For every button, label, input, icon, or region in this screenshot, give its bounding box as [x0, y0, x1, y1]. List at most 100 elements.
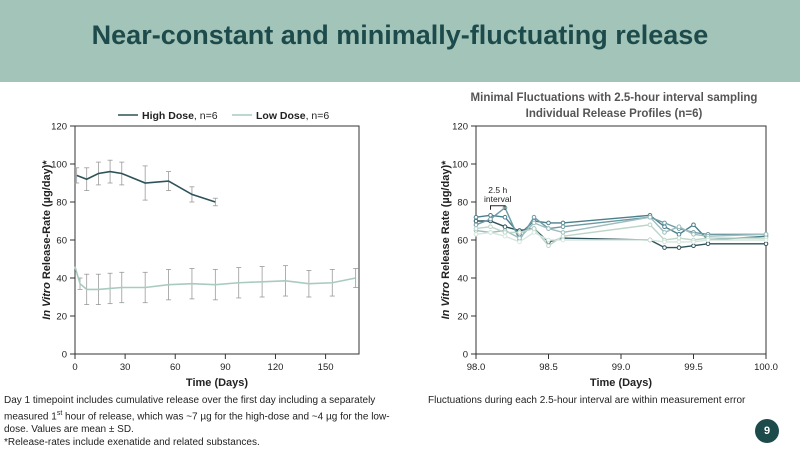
left-series-layer	[74, 159, 359, 306]
data-point	[488, 230, 493, 235]
x-tick-label: 100.0	[754, 362, 778, 373]
data-point	[517, 239, 522, 245]
data-point	[676, 245, 682, 250]
series-line	[74, 266, 356, 291]
data-point	[531, 230, 537, 235]
x-tick-label: 99.5	[684, 362, 703, 373]
series-high-dose	[74, 159, 218, 207]
x-tick-label: 120	[268, 362, 284, 373]
right-chart-subtitle: Individual Release Profiles (n=6)	[526, 108, 703, 120]
interval-annotation: 2.5 h interval	[484, 185, 512, 210]
data-point	[517, 235, 522, 241]
data-point	[676, 239, 682, 245]
header-banner: Near-constant and minimally-fluctuating …	[0, 0, 800, 82]
x-tick-label: 60	[170, 362, 181, 373]
data-point	[676, 235, 682, 241]
right-chart-title: Minimal Fluctuations with 2.5-hour inter…	[471, 92, 758, 104]
profile-4	[473, 214, 769, 241]
data-point	[560, 233, 566, 239]
y-tick-label: 100	[51, 160, 67, 171]
data-point	[662, 220, 667, 226]
y-tick-label: 60	[56, 236, 67, 247]
data-point	[662, 239, 667, 245]
right-y-axis: 0 20 40 60 80 100 120	[452, 122, 476, 361]
data-point	[531, 214, 537, 220]
annotation-bracket	[490, 205, 506, 210]
y-tick-label: 20	[56, 312, 67, 323]
data-point	[763, 237, 769, 243]
left-plot-frame	[74, 125, 360, 355]
page-number-badge: 9	[755, 419, 779, 443]
data-point	[546, 243, 551, 248]
data-point	[546, 220, 551, 226]
charts-area: 0 20 40 60 80 100 120 0 30 60 90 120 150 High Dose,…	[41, 92, 778, 389]
x-tick-label: 0	[72, 362, 77, 373]
data-point	[560, 224, 566, 229]
data-point	[473, 232, 479, 237]
data-point	[676, 224, 682, 229]
legend-item-high-dose: High Dose, n=6	[142, 110, 218, 122]
data-point	[662, 224, 667, 229]
profile-6	[473, 230, 769, 245]
data-point	[705, 241, 711, 247]
data-point	[691, 232, 696, 237]
left-x-axis-label: Time (Days)	[186, 377, 248, 389]
legend-item-low-dose: Low Dose, n=6	[256, 110, 329, 122]
data-point	[531, 220, 537, 226]
series-low-dose	[74, 265, 359, 306]
left-y-axis: 0 20 40 60 80 100 120	[51, 122, 75, 361]
data-point	[488, 224, 493, 229]
y-tick-label: 0	[463, 350, 468, 361]
x-tick-label: 98.5	[539, 362, 558, 373]
y-tick-label: 100	[452, 160, 468, 171]
annotation-text-line2: interval	[484, 194, 512, 204]
data-point	[763, 241, 769, 247]
data-point	[662, 245, 667, 250]
data-point	[691, 222, 696, 228]
x-tick-label: 30	[120, 362, 131, 373]
y-tick-label: 40	[457, 274, 468, 285]
right-x-axis: 98.0 98.5 99.0 99.5 100.0	[467, 354, 778, 373]
data-point	[647, 237, 653, 243]
data-point	[705, 237, 711, 243]
x-tick-label: 99.0	[612, 362, 631, 373]
profile-2	[473, 213, 769, 243]
data-point	[647, 222, 653, 228]
data-point	[502, 224, 508, 229]
y-tick-label: 120	[51, 122, 67, 133]
data-point	[691, 243, 696, 248]
right-y-axis-label: In Vitro Release Rate (µg/day)*	[440, 160, 452, 319]
left-caption-footnote: *Release-rates include exenatide and rel…	[4, 437, 260, 449]
y-tick-label: 60	[457, 236, 468, 247]
data-point	[473, 222, 479, 228]
data-point	[473, 226, 479, 231]
y-tick-label: 80	[457, 198, 468, 209]
right-caption: Fluctuations during each 2.5-hour interv…	[428, 395, 746, 406]
data-point	[560, 230, 566, 235]
y-tick-label: 120	[452, 122, 468, 133]
data-point	[517, 230, 522, 235]
data-point	[488, 213, 493, 218]
data-point	[531, 226, 537, 231]
data-point	[560, 220, 566, 226]
annotation-text-line1: 2.5 h	[488, 185, 507, 195]
data-point	[763, 232, 769, 237]
left-chart: 0 20 40 60 80 100 120 0 30 60 90 120 150 High Dose,…	[41, 110, 360, 389]
left-legend: High Dose, n=6 Low Dose, n=6	[118, 110, 329, 122]
data-point	[691, 239, 696, 245]
data-point	[473, 214, 479, 220]
x-tick-label: 150	[318, 362, 334, 373]
data-point	[473, 218, 479, 224]
data-point	[560, 237, 566, 243]
y-tick-label: 80	[56, 198, 67, 209]
series-line	[76, 170, 216, 203]
data-point	[546, 237, 551, 243]
left-x-axis: 0 30 60 90 120 150	[72, 354, 334, 373]
data-point	[502, 233, 508, 239]
data-point	[676, 232, 682, 237]
x-tick-label: 98.0	[467, 362, 486, 373]
page-title: Near-constant and minimally-fluctuating …	[91, 20, 709, 50]
data-point	[502, 230, 508, 235]
left-caption-note: Day 1 timepoint includes cumulative rele…	[4, 395, 390, 436]
y-tick-label: 40	[56, 274, 67, 285]
